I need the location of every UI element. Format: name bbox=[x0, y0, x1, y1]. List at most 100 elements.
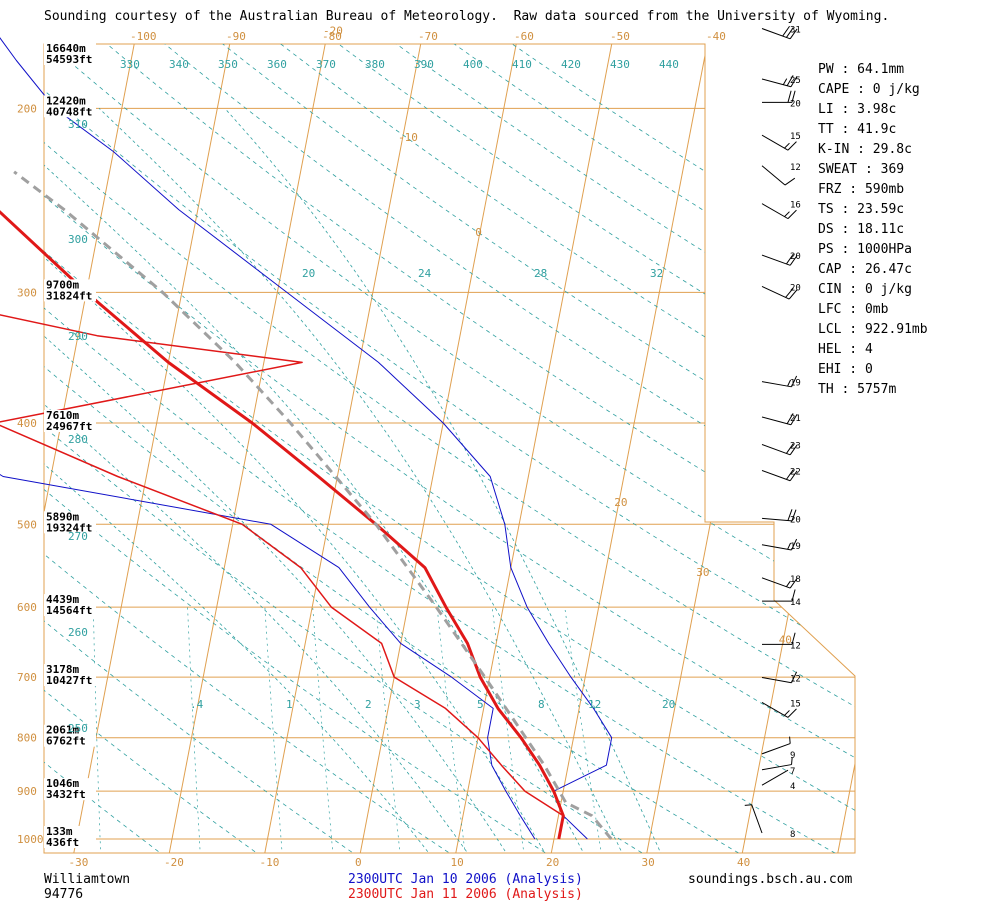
theta-label: 330 bbox=[120, 58, 140, 71]
index-row: K-IN : 29.8c bbox=[818, 142, 912, 157]
x-tick-label: 10 bbox=[451, 856, 464, 869]
wind-speed-label: 31 bbox=[790, 26, 801, 36]
wind-barb-flag bbox=[791, 538, 798, 551]
index-row: SWEAT : 369 bbox=[818, 162, 905, 177]
height-label-bg bbox=[44, 279, 96, 302]
wind-barb-flag bbox=[786, 443, 794, 454]
height-label-m: 9700m bbox=[46, 278, 79, 291]
wind-speed-label: 12 bbox=[790, 675, 801, 685]
dry-adiabat bbox=[44, 44, 855, 853]
dry-adiabat bbox=[44, 44, 656, 853]
height-label-ft: 54593ft bbox=[46, 53, 92, 66]
dry-adiabat bbox=[44, 44, 850, 853]
mixing-ratio-label: 12 bbox=[588, 698, 601, 711]
labels-layer: -30 -20 -10 0 10 20 30 402003004005006007008009… bbox=[17, 25, 792, 869]
wind-speed-label: 23 bbox=[790, 442, 801, 452]
isotherm-right-label: -10 bbox=[398, 131, 418, 144]
x-tick-label: -20 bbox=[164, 856, 184, 869]
station-info: Williamtown 94776 bbox=[44, 872, 130, 902]
wind-barb-flag bbox=[791, 90, 796, 103]
wind-speed-label: 25 bbox=[790, 76, 801, 86]
moist-adiabat bbox=[98, 108, 627, 853]
wind-barb-staff bbox=[761, 677, 792, 684]
x-tick-label: -10 bbox=[260, 856, 280, 869]
mixing-ratio-label: 20 bbox=[662, 698, 675, 711]
wind-speed-label: 18 bbox=[790, 575, 801, 585]
wind-barb-flag bbox=[788, 289, 798, 300]
station-name: Williamtown bbox=[44, 872, 131, 887]
wind-speed-label: 7 bbox=[790, 767, 795, 777]
index-row: TH : 5757m bbox=[818, 382, 897, 397]
wind-barb-flag bbox=[790, 414, 798, 426]
theta-e-label: 32 bbox=[650, 267, 663, 280]
wind-speed-label: 22 bbox=[790, 467, 801, 477]
dry-adiabat bbox=[44, 44, 559, 853]
height-label-ft: 40748ft bbox=[46, 105, 92, 118]
wind-barb-flag bbox=[789, 255, 798, 266]
height-label-ft: 14564ft bbox=[46, 604, 92, 617]
x-tick-label: 30 bbox=[642, 856, 655, 869]
height-label-ft: 19324ft bbox=[46, 521, 92, 534]
wind-speed-label: 20 bbox=[790, 515, 801, 525]
dry-adiabat bbox=[44, 44, 855, 853]
wind-barbs-layer: 1737312520151216202019212322201918141212… bbox=[744, 25, 801, 840]
wind-barb-flag bbox=[791, 671, 798, 683]
dry-adiabat bbox=[44, 44, 855, 853]
index-row: TT : 41.9c bbox=[818, 122, 897, 137]
height-label-m: 4439m bbox=[46, 593, 79, 606]
wind-barb-flag bbox=[784, 211, 790, 217]
wind-barb-flag bbox=[787, 141, 797, 151]
height-label-bg bbox=[44, 511, 96, 534]
mixing-ratio-label: 2 bbox=[365, 698, 372, 711]
wind-speed-label: 14 bbox=[790, 598, 801, 608]
wind-barb-staff bbox=[761, 203, 789, 220]
mixing-ratio-line bbox=[264, 607, 284, 853]
site-credit: soundings.bsch.au.com bbox=[688, 872, 853, 887]
wind-barb-flag bbox=[782, 25, 790, 37]
index-row: CAPE : 0 j/kg bbox=[818, 82, 920, 97]
wind-barb-flag bbox=[789, 470, 798, 482]
height-label-m: 1046m bbox=[46, 777, 79, 790]
theta-label: 430 bbox=[610, 58, 630, 71]
height-label-bg bbox=[44, 43, 96, 65]
isotherm-line bbox=[71, 44, 279, 853]
wind-barb-flag bbox=[791, 757, 793, 765]
wind-barb-flag bbox=[787, 209, 797, 219]
wind-barb-flag bbox=[786, 27, 794, 38]
wind-barb-staff bbox=[761, 416, 792, 426]
wind-barb-staff bbox=[761, 769, 789, 786]
isotherm-top-label: -90 bbox=[226, 30, 246, 43]
wind-barb-staff bbox=[761, 743, 791, 755]
wind-speed-label: 9 bbox=[790, 751, 795, 761]
wind-barb-flag bbox=[784, 142, 790, 149]
parcel-path-line bbox=[13, 170, 613, 840]
wind-barb-staff bbox=[761, 701, 789, 718]
index-row: LCL : 922.91mb bbox=[818, 322, 928, 337]
index-row: FRZ : 590mb bbox=[818, 182, 905, 197]
height-label-m: 7610m bbox=[46, 409, 79, 422]
grid-layer bbox=[43, 43, 856, 854]
theta-label: 300 bbox=[68, 233, 88, 246]
index-row: PS : 1000HPa bbox=[818, 242, 912, 257]
theta-label: 400 bbox=[463, 58, 483, 71]
isotherm-top-label: -60 bbox=[514, 30, 534, 43]
theta-label: 410 bbox=[512, 58, 532, 71]
clipped-grid bbox=[44, 44, 855, 853]
wind-speed-label: 15 bbox=[790, 132, 801, 142]
pressure-tick-label: 800 bbox=[17, 732, 37, 745]
theta-e-label: 20 bbox=[302, 267, 315, 280]
isotherm-top-label: -100 bbox=[130, 30, 157, 43]
mixing-ratio-line bbox=[312, 607, 334, 853]
wind-speed-label: 20 bbox=[790, 252, 801, 262]
wind-barb-flag bbox=[787, 542, 792, 550]
height-label-bg bbox=[44, 664, 96, 687]
wind-barb-staff bbox=[761, 470, 791, 482]
theta-e-label: 28 bbox=[534, 267, 547, 280]
theta-label: 270 bbox=[68, 530, 88, 543]
mixing-ratio-line bbox=[187, 607, 202, 853]
theta-label: 340 bbox=[169, 58, 189, 71]
isotherm-line bbox=[44, 44, 183, 853]
wind-barb-flag bbox=[744, 804, 752, 806]
height-label-m: 3178m bbox=[46, 663, 79, 676]
index-row: LFC : 0mb bbox=[818, 302, 889, 317]
